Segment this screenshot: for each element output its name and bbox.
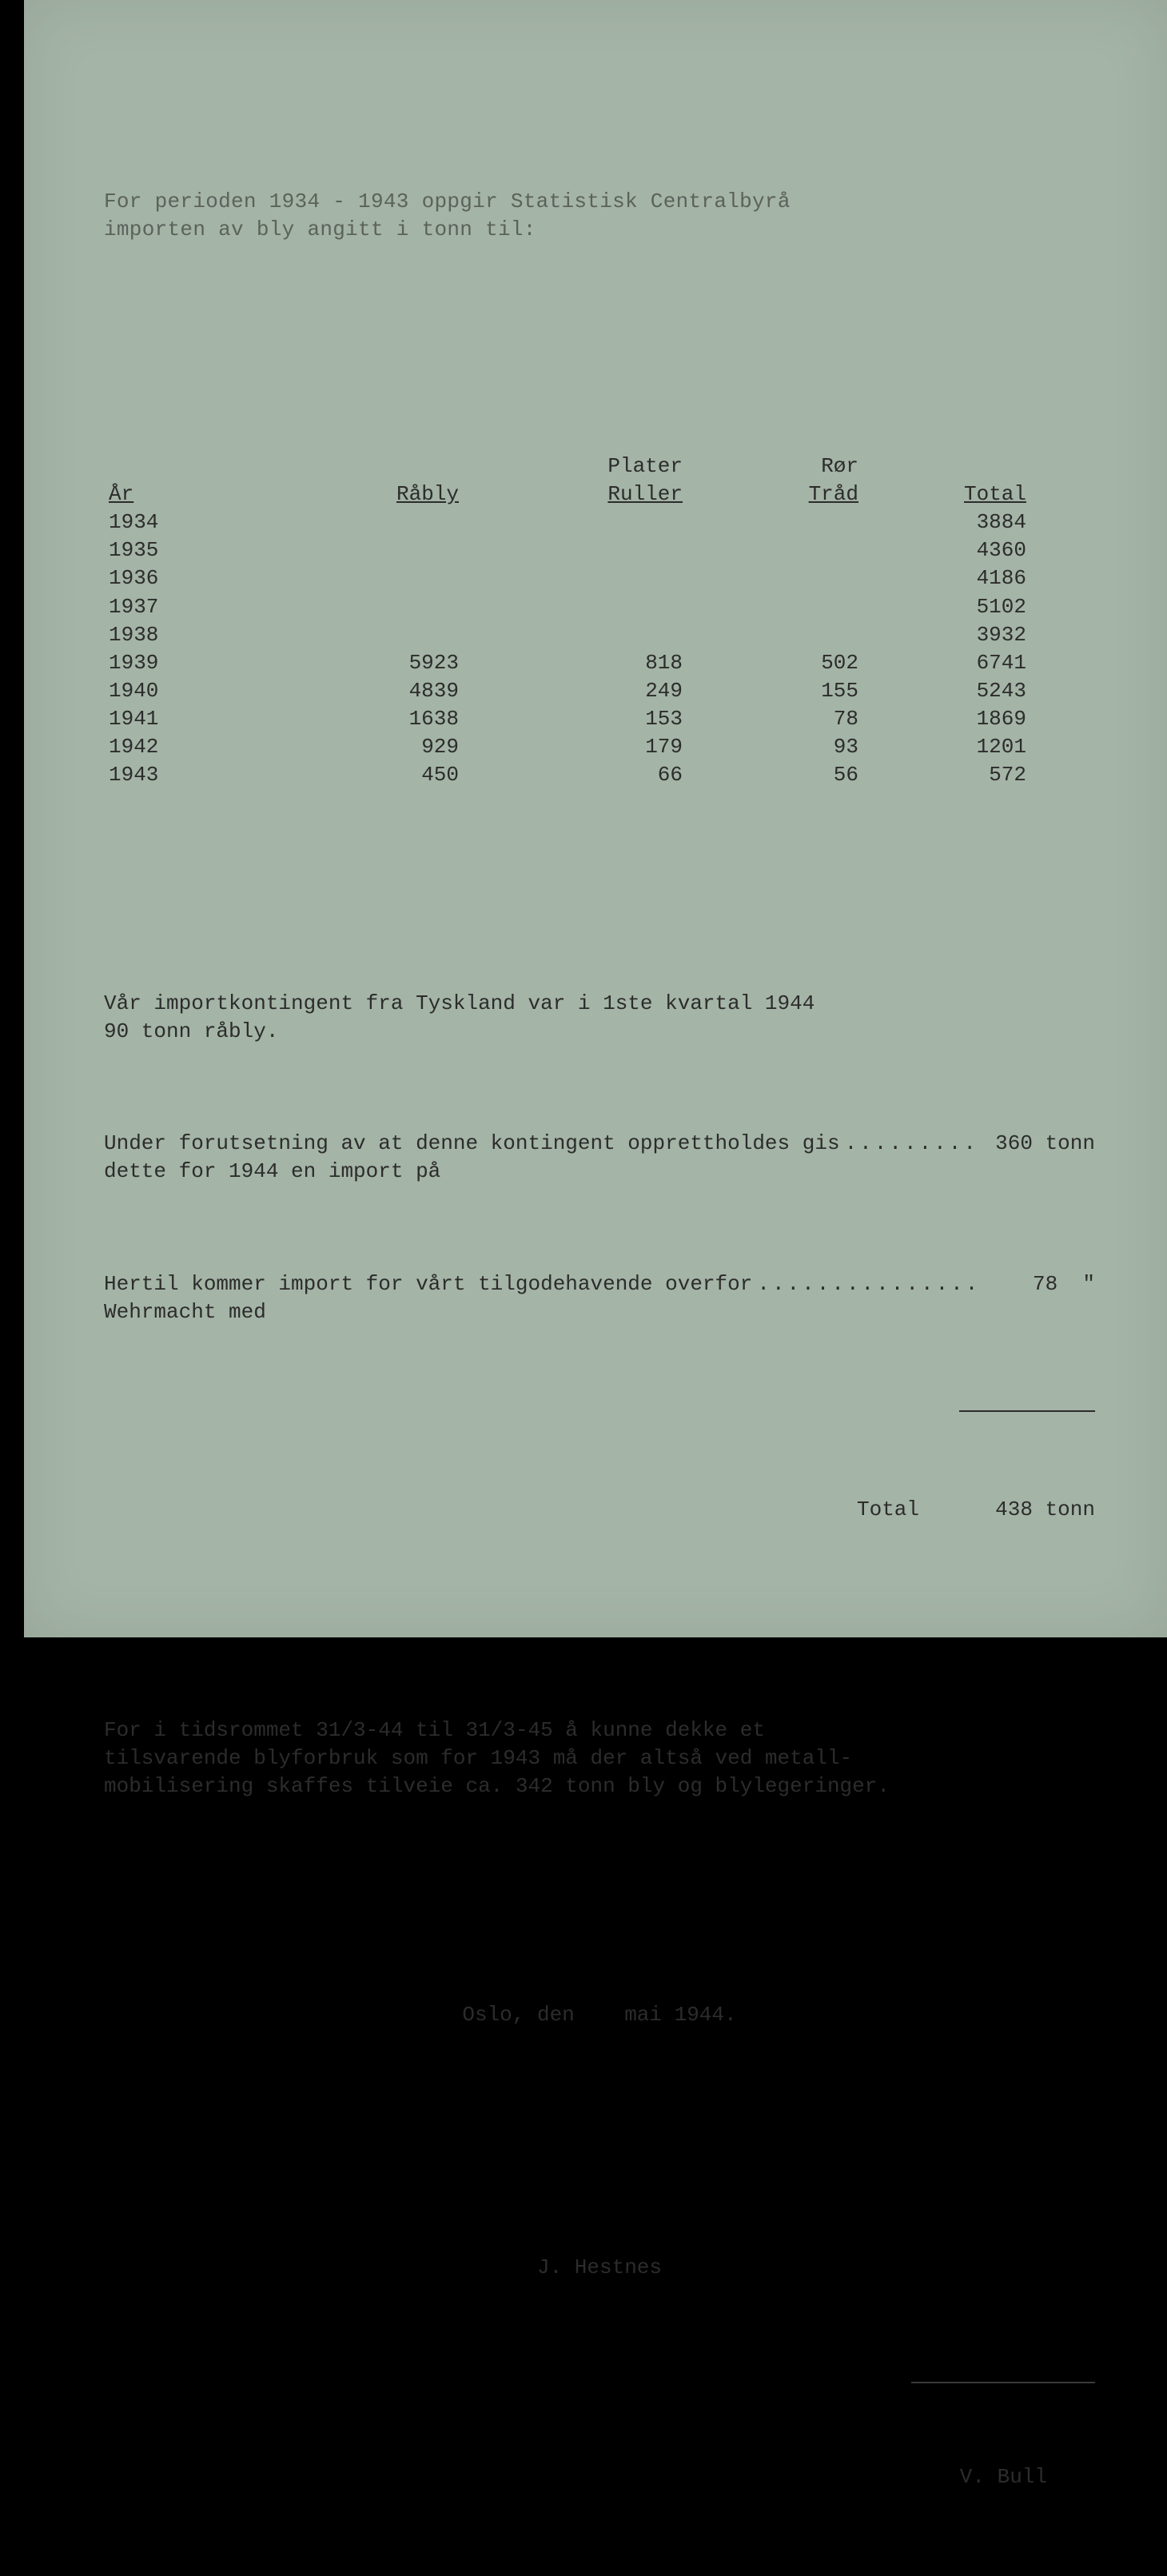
table-row: 19434506656572 [104,761,1031,789]
table-cell [687,536,863,564]
table-cell: 1869 [863,705,1031,733]
sum-rule [959,1410,1095,1412]
table-header-row: År Råbly Ruller Tråd Total [104,481,1031,508]
table-cell: 153 [464,705,687,733]
dateline: Oslo, den mai 1944. [104,2001,1095,2029]
table-cell [687,621,863,649]
table-cell: 179 [464,733,687,761]
table-cell [464,621,687,649]
table-cell: 1941 [104,705,224,733]
table-cell: 818 [464,649,687,677]
header-plater: Ruller [464,481,687,508]
para-kontingent-a: Vår importkontingent fra Tyskland var i … [104,990,1095,1046]
header-total: Total [863,481,1031,508]
para-tidsrommet: For i tidsrommet 31/3-44 til 31/3-45 å k… [104,1717,1095,1800]
table-cell: 1936 [104,564,224,592]
table-row: 1938 3932 [104,621,1031,649]
table-row: 194048392491555243 [104,677,1031,705]
line-360-value: 360 tonn [983,1130,1095,1158]
table-body: 1934 3884 1935 4360 1936 4186 1937 5102 1938 3932… [104,508,1031,789]
table-cell: 502 [687,649,863,677]
table-row: 1934 3884 [104,508,1031,536]
total-row: Total 438 tonn [104,1496,1095,1524]
table-cell: 1942 [104,733,224,761]
table-cell: 1201 [863,733,1031,761]
table-cell: 1940 [104,677,224,705]
table-cell [687,564,863,592]
table-cell: 78 [687,705,863,733]
table-row: 1937 5102 [104,593,1031,621]
table-cell: 1938 [104,621,224,649]
table-cell: 3932 [863,621,1031,649]
table-header: Plater Rør År Råbly Ruller Tråd Total [104,453,1031,508]
table-cell: 1638 [224,705,464,733]
total-label: Total [104,1496,983,1524]
table-cell [224,593,464,621]
table-row: 1942929179931201 [104,733,1031,761]
line-78: Hertil kommer import for vårt tilgodehav… [104,1270,1095,1326]
table-cell: 1935 [104,536,224,564]
table-cell [687,508,863,536]
intro-paragraph: For perioden 1934 - 1943 oppgir Statisti… [104,188,1095,244]
typewritten-content: For perioden 1934 - 1943 oppgir Statisti… [104,104,1095,2576]
table-cell [464,508,687,536]
header-top-2: Plater [464,453,687,481]
signature-rule [911,2382,1095,2383]
table-row: 19411638153781869 [104,705,1031,733]
table-cell: 4839 [224,677,464,705]
table-cell: 1934 [104,508,224,536]
table-cell: 4186 [863,564,1031,592]
table-row: 1935 4360 [104,536,1031,564]
table-cell: 1943 [104,761,224,789]
line-360: Under forutsetning av at denne kontingen… [104,1130,1095,1186]
table-row: 1936 4186 [104,564,1031,592]
table-cell [464,564,687,592]
table-cell: 155 [687,677,863,705]
table-cell: 5243 [863,677,1031,705]
table-cell [224,508,464,536]
line-360-text: Under forutsetning av at denne kontingen… [104,1130,840,1186]
header-top-0 [104,453,224,481]
table-cell [224,536,464,564]
table-cell: 249 [464,677,687,705]
header-top-3: Rør [687,453,863,481]
dot-leader-icon: ............................... [840,1130,983,1158]
table-cell: 4360 [863,536,1031,564]
signature-2: V. Bull [104,2463,1095,2491]
header-ar: År [104,481,224,508]
table-cell: 56 [687,761,863,789]
table-row: 193959238185026741 [104,649,1031,677]
table-cell [464,536,687,564]
header-ror: Tråd [687,481,863,508]
line-78-value: 78 " [983,1270,1095,1298]
table-header-row-top: Plater Rør [104,453,1031,481]
header-rably: Råbly [224,481,464,508]
scanned-page: For perioden 1934 - 1943 oppgir Statisti… [24,0,1167,1637]
table-cell: 66 [464,761,687,789]
signature-1: J. Hestnes [104,2254,1095,2282]
table-cell: 1937 [104,593,224,621]
dot-leader-icon: ........................................… [752,1270,983,1298]
table-cell: 6741 [863,649,1031,677]
header-top-1 [224,453,464,481]
table-cell: 5923 [224,649,464,677]
table-cell [464,593,687,621]
table-cell: 572 [863,761,1031,789]
header-top-4 [863,453,1031,481]
table-cell [224,564,464,592]
line-78-text: Hertil kommer import for vårt tilgodehav… [104,1270,752,1326]
table-cell: 5102 [863,593,1031,621]
total-value: 438 tonn [983,1496,1095,1524]
table-cell: 3884 [863,508,1031,536]
table-cell: 93 [687,733,863,761]
table-cell: 450 [224,761,464,789]
import-table: Plater Rør År Råbly Ruller Tråd Total 19… [104,453,1031,789]
table-cell [224,621,464,649]
table-cell: 1939 [104,649,224,677]
table-cell [687,593,863,621]
table-cell: 929 [224,733,464,761]
